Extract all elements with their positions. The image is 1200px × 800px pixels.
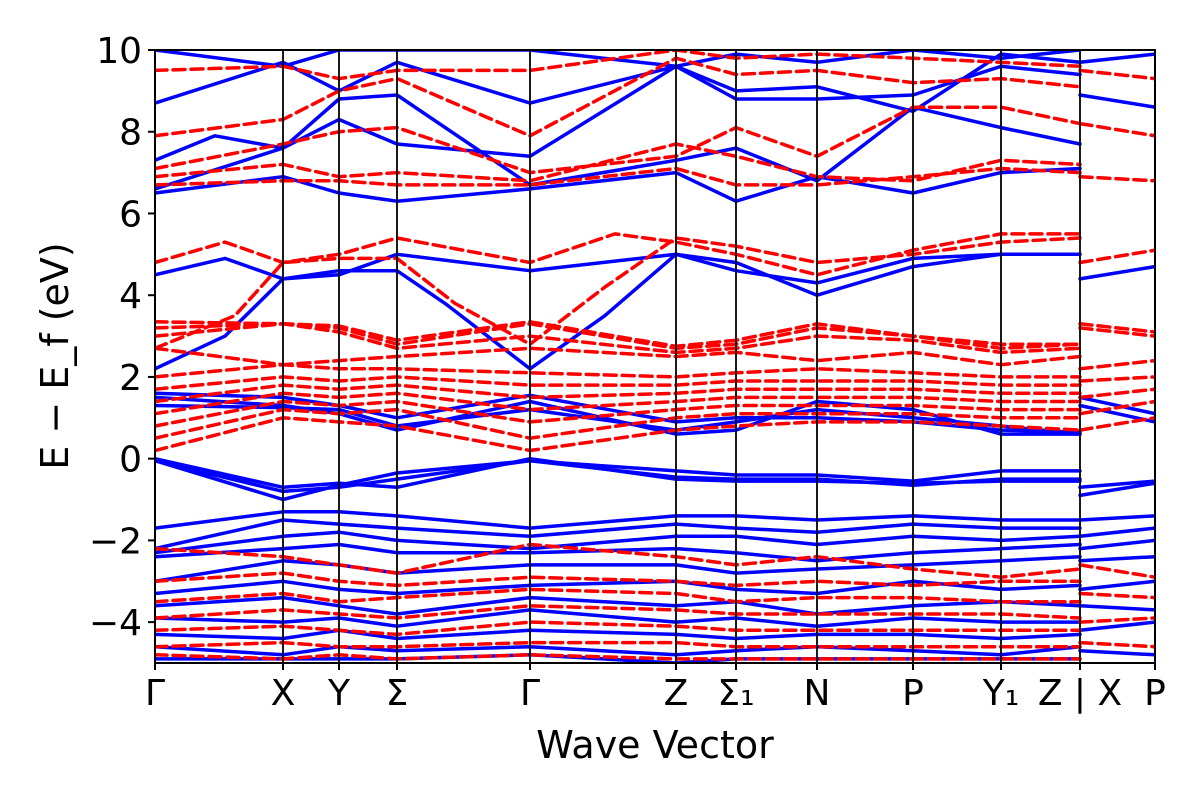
band-line-3 [1078,481,1155,498]
band-line-38 [1078,648,1155,657]
x-axis-ticks: Γ X Y Σ Γ Z Σ₁ N P Y₁ Z | X P [145,663,1166,714]
band-line-58 [155,236,1082,351]
plot-frame [154,49,1156,664]
x-tick-label-0: Γ [145,673,165,714]
x-tick-label-1: X [271,673,296,714]
y-tick-label-5: 0 [119,440,142,481]
x-tick-label-2: Y [327,673,351,714]
x-tick-label-3: Σ [386,673,409,714]
y-tick-label-2: 6 [119,194,142,235]
band-line-34 [1078,554,1155,563]
x-tick-label-9: Y₁ [982,673,1019,714]
high-symmetry-lines [282,50,1081,663]
band-line-54 [1078,358,1155,371]
band-line-78 [1078,640,1155,649]
band-line-59 [1078,248,1155,265]
band-line-76 [1078,591,1155,600]
band-line-53 [1078,375,1155,383]
y-tick-label-4: 2 [119,358,142,399]
x-tick-label-5: Z [664,673,689,714]
band-line-55 [1078,326,1155,338]
band-line-18 [1078,52,1155,65]
y-tick-label-6: −2 [89,521,142,562]
x-tick-label-7: N [804,673,831,714]
band-line-65 [1078,174,1155,183]
band-line-77 [1078,616,1155,624]
y-tick-label-7: −4 [89,603,142,644]
y-tick-label-3: 4 [119,276,142,317]
band-line-32 [1078,526,1155,539]
y-tick-label-1: 8 [119,113,142,154]
band-line-11 [155,252,1082,285]
band-line-8 [1078,395,1155,416]
band-line-56 [1078,322,1155,334]
x-tick-label-4: Γ [520,673,540,714]
x-axis-label: Wave Vector [536,723,774,767]
band-line-36 [1078,604,1155,612]
band-line-64 [155,50,1082,81]
band-line-19 [1078,93,1155,109]
band-line-67 [1078,68,1155,81]
band-line-50 [1078,416,1155,432]
y-axis-ticks: 10 8 6 4 2 0 −2 −4 [89,31,155,644]
band-line-35 [1078,579,1155,592]
x-tick-label-8: P [902,673,924,714]
band-line-30 [155,653,1082,663]
y-axis-label: E − E_f (eV) [33,242,77,470]
band-line-52 [1078,387,1155,400]
band-line-37 [1078,620,1155,633]
band-line-31 [1078,514,1155,522]
band-line-75 [1078,563,1155,579]
y-tick-label-0: 10 [96,31,142,72]
band-line-12 [1078,264,1155,281]
x-tick-label-11: P [1144,673,1166,714]
x-tick-label-6: Σ₁ [717,673,754,714]
band-line-4 [1078,479,1155,490]
x-tick-label-10: Z | X [1038,673,1122,714]
band-line-33 [1078,538,1155,551]
band-line-66 [1078,121,1155,138]
band-line-51 [1078,399,1155,416]
